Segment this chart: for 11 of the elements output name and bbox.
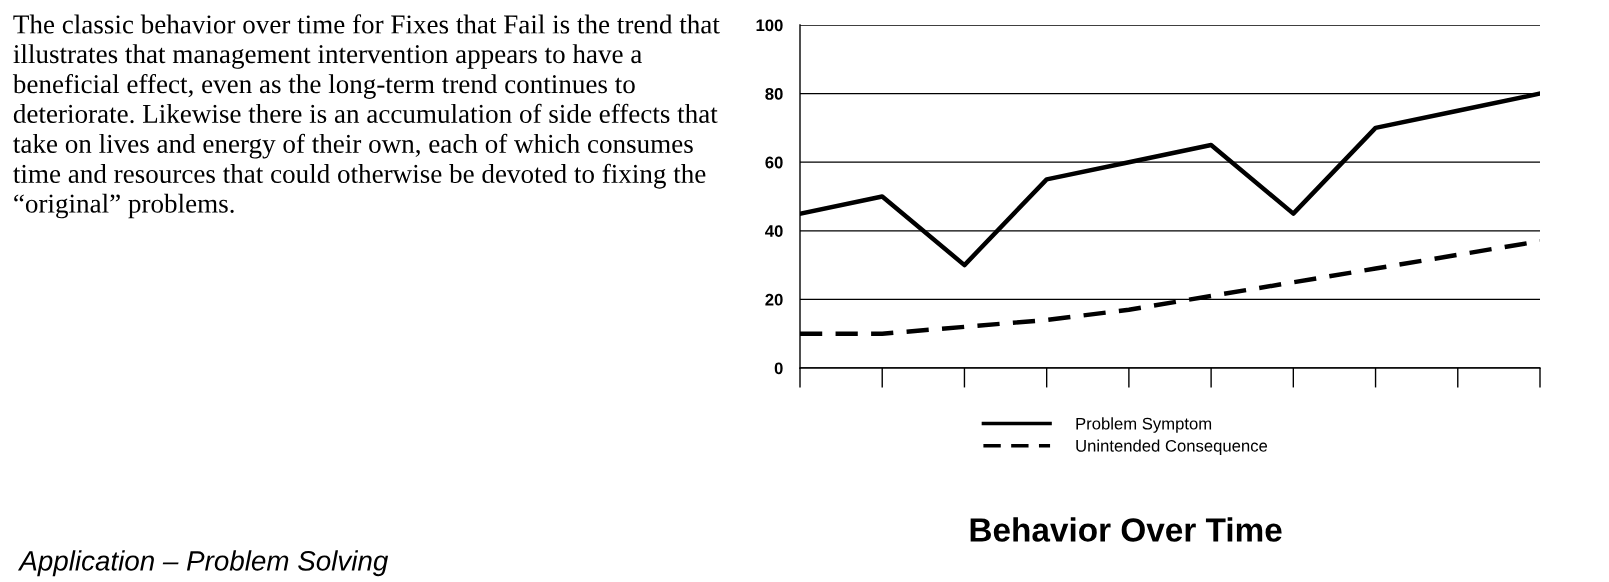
- y-tick-label: 60: [765, 156, 783, 169]
- y-tick-label: 20: [765, 293, 783, 306]
- text: Application – Problem Solving: [17, 550, 389, 577]
- y-tick-label: 40: [765, 225, 783, 237]
- legend-label: Unintended Consequence: [1076, 439, 1268, 456]
- y-tick-label: 80: [765, 88, 783, 100]
- y-tick-label: 0: [774, 362, 783, 375]
- text: Behavior Over Time: [970, 517, 1282, 542]
- legend-label: Problem Symptom: [1076, 417, 1212, 433]
- text: The classic behavior over time for Fixes that Fail is the trend that illustrates that management intervention appears to have a beneficial effect, even as the long-term trend continues to deteriorate. Likewise there is an accumulation of side effects that take on lives and energy of their own, each of which consumes time and resources that could otherwise be devoted to fixing the “original” problems.: [12, 14, 720, 219]
- y-tick-label: 100: [756, 19, 783, 32]
